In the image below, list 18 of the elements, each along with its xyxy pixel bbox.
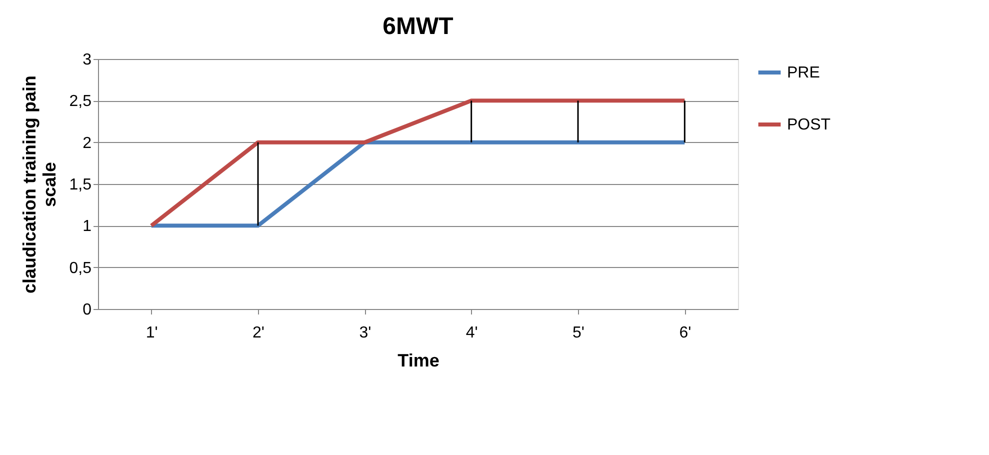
x-tick-label: 1' (146, 324, 158, 342)
y-tick-label: 2 (82, 134, 92, 152)
x-tick-label: 3' (359, 324, 372, 342)
y-tick-label: 0 (82, 302, 92, 318)
y-axis-title: claudication training pain scale (19, 75, 60, 294)
y-tick-label: 2,5 (69, 93, 92, 110)
chart-title: 6MWT (382, 13, 454, 40)
x-tick-label: 6' (679, 324, 692, 342)
x-tick-label: 4' (466, 324, 478, 342)
y-tick-label: 0,5 (69, 260, 92, 277)
y-tick-label: 1,5 (69, 176, 92, 194)
y-tick-label: 3 (82, 52, 92, 68)
legend-label: POST (787, 116, 831, 134)
legend-label: PRE (787, 64, 820, 82)
x-tick-label: 2' (252, 324, 264, 342)
x-axis-title: Time (398, 350, 440, 370)
x-tick-label: 5' (572, 324, 584, 342)
y-tick-label: 1 (82, 218, 92, 236)
